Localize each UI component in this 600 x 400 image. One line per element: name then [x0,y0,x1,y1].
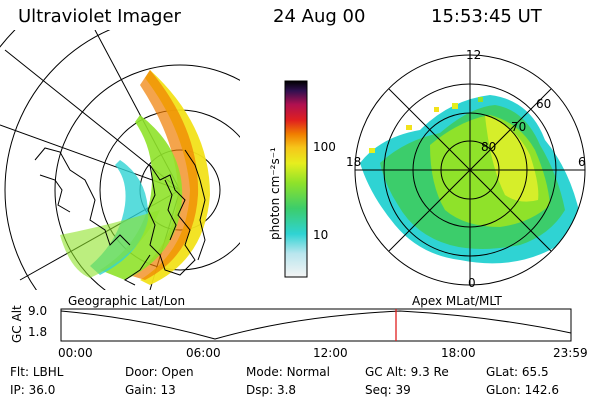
colorbar-tick-100: 100 [313,140,336,154]
info-door-label: Door: [125,365,158,379]
info-gain: Gain: 13 [125,383,176,397]
info-seq-label: Seq: [365,383,392,397]
info-gcalt-value: 9.3 Re [410,365,449,379]
lat-circle [54,64,240,290]
info-gcalt: GC Alt: 9.3 Re [365,365,449,379]
lat-circle [4,30,111,290]
polar-plot [354,54,586,286]
altitude-tick-min: 1.8 [28,325,48,339]
date-label: 24 Aug 00 [273,6,366,27]
lon-line [0,124,181,191]
instrument-title: Ultraviolet Imager [18,6,181,27]
mlt-line-diag [388,88,552,252]
altitude-strip [60,308,572,342]
mlt-label-18: 18 [346,155,362,169]
time-tick-2359: 23:59 [553,346,588,360]
info-glat: GLat: 65.5 [486,365,549,379]
time-tick-1800: 18:00 [441,346,476,360]
color-bar [284,80,308,278]
info-ip-value: 36.0 [28,383,56,397]
info-gain-value: 13 [160,383,176,397]
mlt-label-6: 6 [578,155,586,169]
info-seq-value: 39 [395,383,411,397]
colorbar-tick-10: 10 [313,228,329,242]
info-mode-label: Mode: [246,365,283,379]
auroral-emission [60,70,210,285]
time-tick-1200: 12:00 [313,346,348,360]
altitude-tick-max: 9.0 [28,304,48,318]
time-tick-0000: 00:00 [58,346,93,360]
right-panel-label: Apex MLat/MLT [412,294,502,308]
time-tick-0600: 06:00 [186,346,221,360]
info-glon-value: 142.6 [524,383,559,397]
coastlines [34,147,206,286]
altitude-curve [60,310,572,340]
info-flt-label: Flt: [10,365,29,379]
colorbar-label: photon cm⁻²s⁻¹ [268,147,282,240]
info-gcalt-label: GC Alt: [365,365,407,379]
info-door: Door: Open [125,365,194,379]
lat-label-60: 60 [536,97,552,111]
info-dsp: Dsp: 3.8 [246,383,296,397]
info-flt-value: LBHL [32,365,64,379]
info-mode: Mode: Normal [246,365,330,379]
info-mode-value: Normal [286,365,330,379]
polar-emission-speckles [369,97,483,153]
info-flt: Flt: LBHL [10,365,63,379]
left-panel-label: Geographic Lat/Lon [68,294,186,308]
info-ip-label: IP: [10,383,25,397]
geographic-map [0,30,240,290]
info-seq: Seq: 39 [365,383,411,397]
info-glon-label: GLon: [486,383,521,397]
info-glon: GLon: 142.6 [486,383,559,397]
altitude-axis-label: GC Alt [10,305,24,343]
info-glat-label: GLat: [486,365,519,379]
mlt-label-0: 0 [468,276,476,290]
mlt-label-12: 12 [466,48,482,62]
lat-label-80: 80 [481,140,497,154]
info-ip: IP: 36.0 [10,383,55,397]
altitude-frame [60,308,572,342]
info-door-value: Open [161,365,194,379]
time-label: 15:53:45 UT [431,6,542,27]
info-glat-value: 65.5 [521,365,549,379]
info-gain-label: Gain: [125,383,157,397]
info-dsp-label: Dsp: [246,383,274,397]
info-dsp-value: 3.8 [276,383,297,397]
lat-label-70: 70 [511,120,527,134]
